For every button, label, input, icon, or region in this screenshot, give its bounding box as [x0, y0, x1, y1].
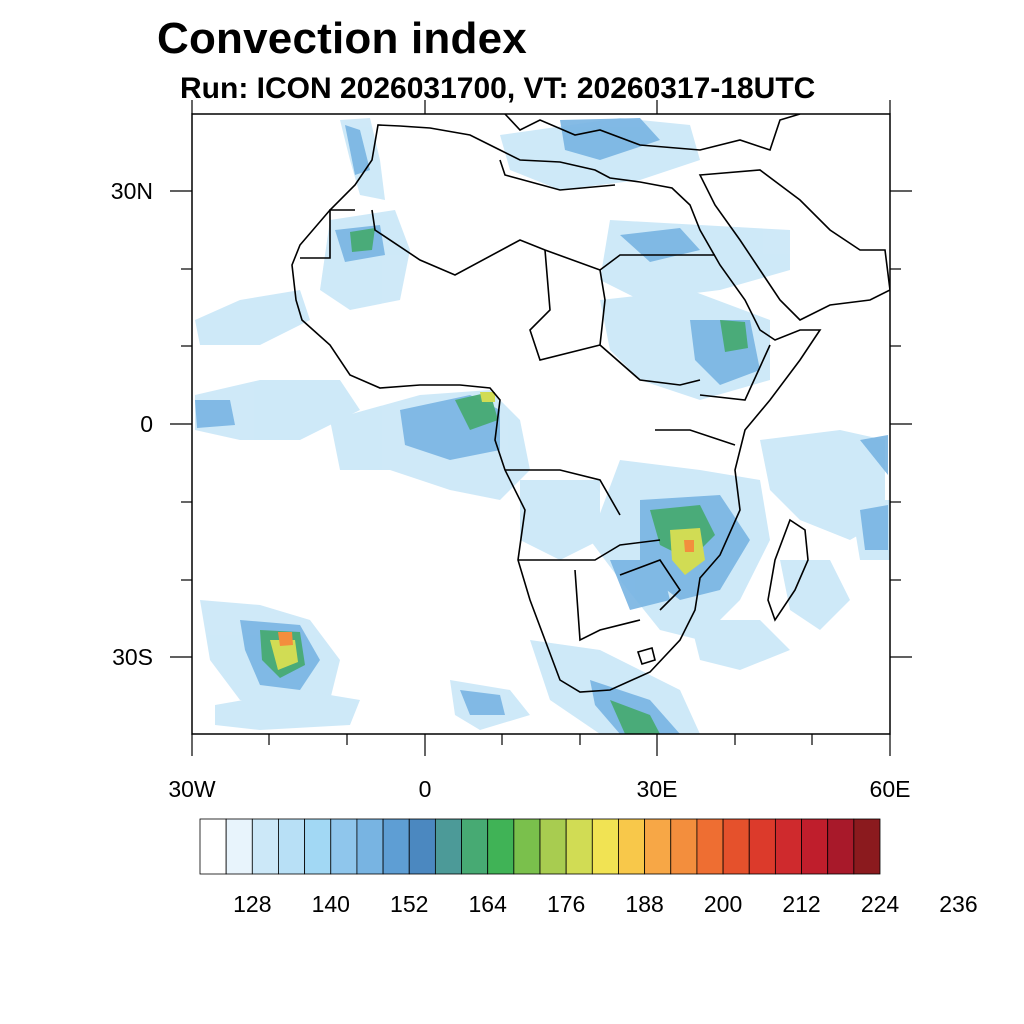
madagascar-coastline: [767, 518, 809, 622]
colorbar-label: 212: [782, 891, 820, 917]
colorbar-swatch: [330, 818, 358, 875]
colorbar-swatch: [487, 818, 515, 875]
border-line: [529, 249, 601, 361]
europe-coastline: [504, 114, 801, 152]
colorbar-swatch: [774, 818, 802, 875]
colorbar-swatch: [382, 818, 410, 875]
colorbar-swatch: [408, 818, 436, 875]
field-patch: [690, 620, 790, 670]
border-line: [499, 159, 616, 191]
colorbar-label: 140: [312, 891, 350, 917]
border-line: [699, 344, 771, 401]
field-patch: [860, 505, 888, 550]
colorbar-swatch: [565, 818, 593, 875]
lon-label-30e: 30E: [637, 776, 678, 802]
field-patch: [610, 700, 660, 734]
colorbar-label: 200: [704, 891, 742, 917]
coastlines: [291, 114, 890, 693]
lat-label-30n: 30N: [111, 178, 153, 204]
colorbar-swatch: [696, 818, 724, 875]
colorbar-label: 152: [390, 891, 428, 917]
field-patch: [215, 690, 360, 730]
border-line: [371, 209, 715, 276]
colorbar-swatch: [539, 818, 567, 875]
colorbar-label: 236: [939, 891, 977, 917]
border-line: [599, 269, 701, 386]
field-patch: [520, 480, 600, 560]
colorbar-label: 176: [547, 891, 585, 917]
colorbar-swatch: [591, 818, 619, 875]
colorbar-swatch: [461, 818, 489, 875]
border-line: [655, 429, 736, 446]
field-patch: [195, 290, 310, 345]
colorbar-swatch: [225, 818, 253, 875]
convection-field: [195, 118, 890, 734]
field-patch: [195, 400, 235, 428]
field-patch: [350, 228, 375, 252]
colorbar: [199, 818, 881, 875]
map-subtitle: Run: ICON 2026031700, VT: 20260317-18UTC: [180, 72, 816, 105]
border-line: [619, 559, 682, 611]
lon-label-30w: 30W: [168, 776, 216, 802]
colorbar-swatch: [199, 818, 227, 875]
border-line: [300, 209, 355, 259]
colorbar-swatch: [827, 818, 855, 875]
colorbar-swatch: [801, 818, 829, 875]
field-patch: [560, 118, 660, 160]
field-patch: [600, 220, 790, 300]
lesotho-outline: [636, 647, 656, 665]
colorbar-swatch: [853, 818, 881, 875]
field-patch: [460, 690, 505, 715]
field-patch: [684, 540, 694, 552]
field-patch: [590, 680, 680, 734]
lat-label-0: 0: [140, 411, 153, 437]
axis-ticks: [170, 100, 912, 756]
arabia-coastline: [698, 169, 890, 321]
map-title: Convection index: [157, 14, 527, 63]
colorbar-label: 224: [861, 891, 900, 917]
field-patch: [345, 125, 370, 175]
lon-label-0: 0: [419, 776, 432, 802]
colorbar-labels: 128 140 152 164 176 188 200 212 224 236: [233, 891, 978, 917]
field-patch: [620, 228, 700, 262]
colorbar-swatch: [618, 818, 646, 875]
field-patch: [195, 380, 360, 440]
lat-label-30s: 30S: [112, 644, 153, 670]
colorbar-swatch: [722, 818, 750, 875]
colorbar-label: 188: [625, 891, 663, 917]
africa-coastline: [291, 124, 822, 693]
colorbar-swatch: [748, 818, 776, 875]
lon-label-60e: 60E: [870, 776, 911, 802]
colorbar-label: 164: [469, 891, 508, 917]
field-patch: [270, 640, 298, 670]
field-patch: [860, 435, 888, 475]
colorbar-swatch: [356, 818, 384, 875]
colorbar-swatch: [251, 818, 279, 875]
border-line: [518, 539, 661, 561]
colorbar-swatch: [304, 818, 332, 875]
field-patch: [720, 320, 748, 352]
field-patch: [480, 392, 495, 402]
border-line: [505, 469, 621, 516]
field-patch: [278, 632, 293, 646]
colorbar-swatch: [670, 818, 698, 875]
colorbar-swatch: [644, 818, 672, 875]
colorbar-swatch: [513, 818, 541, 875]
field-patch: [320, 210, 410, 310]
border-line: [574, 569, 641, 642]
colorbar-label: 128: [233, 891, 271, 917]
field-patch: [780, 560, 850, 630]
colorbar-swatch: [278, 818, 306, 875]
colorbar-swatch: [434, 818, 462, 875]
